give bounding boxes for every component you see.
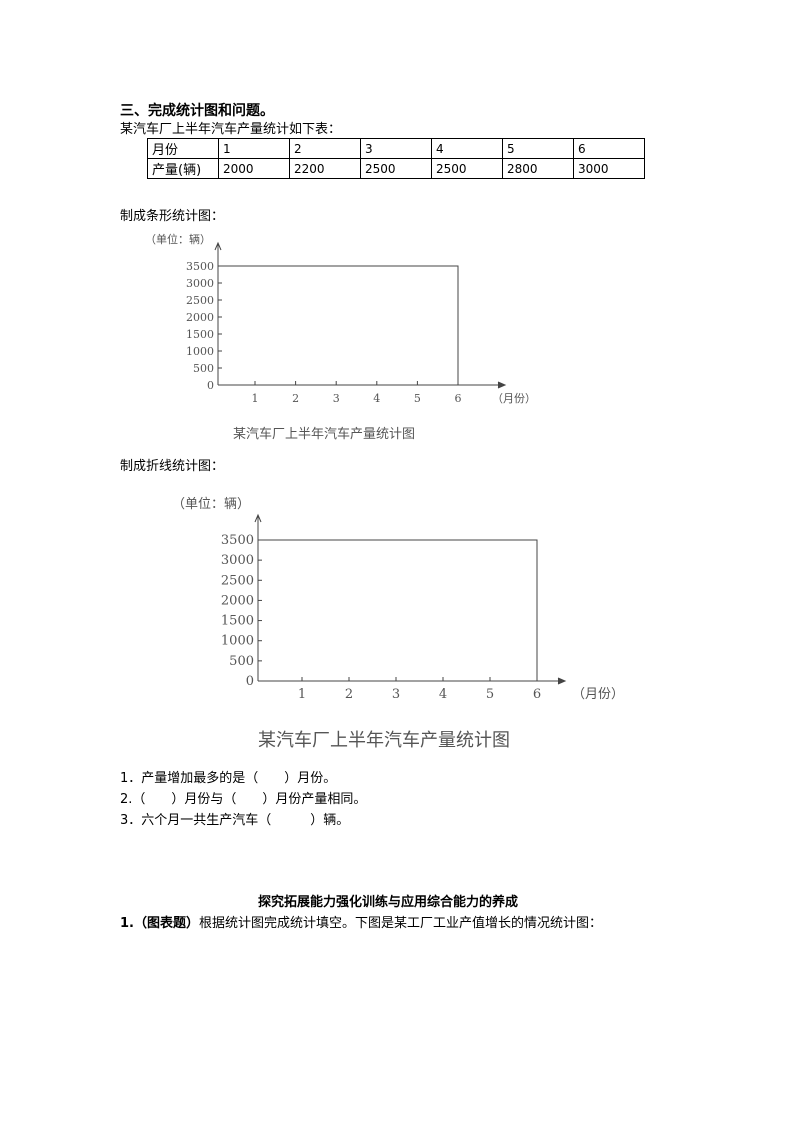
- x-tick-label: 3: [333, 392, 340, 405]
- y-axis-unit: （单位：辆）: [145, 232, 211, 246]
- x-tick-label: 3: [392, 687, 400, 702]
- y-axis-arrow-icon: [254, 513, 262, 523]
- chart-frame: [218, 265, 459, 385]
- y-tick-label: 3500: [186, 260, 214, 273]
- y-tick-label: 2000: [221, 593, 254, 608]
- q2-text: 根据统计图完成统计填空。下图是某工厂工业产值增长的情况统计图：: [198, 916, 602, 931]
- y-tick-label: 2500: [221, 573, 254, 588]
- chart-caption: 某汽车厂上半年汽车产量统计图: [233, 426, 415, 442]
- question-1: 1．产量增加最多的是（ ）月份。: [120, 771, 337, 786]
- production-table: 月份 1 2 3 4 5 6 产量(辆) 2000 2200 2500 2500…: [147, 138, 645, 179]
- q2-prefix: 1.（图表题）: [120, 916, 199, 931]
- x-axis-unit: （月份）: [572, 687, 624, 702]
- x-tick-label: 2: [292, 392, 299, 405]
- section2-title: 探究拓展能力强化训练与应用综合能力的养成: [258, 895, 519, 910]
- y-axis-arrow-icon: [214, 241, 222, 251]
- table-row: 产量(辆) 2000 2200 2500 2500 2800 3000: [147, 158, 645, 179]
- x-axis-arrow-icon: [557, 677, 567, 685]
- y-axis-unit: （单位：辆）: [172, 497, 250, 512]
- table-row-label: 产量(辆): [147, 158, 219, 179]
- y-tick-label: 0: [207, 379, 214, 392]
- x-tick-label: 1: [298, 687, 306, 702]
- table-cell: 2500: [360, 158, 432, 179]
- y-tick-label: 500: [229, 654, 254, 669]
- table-cell: 2000: [218, 158, 290, 179]
- question-2: 2.（ ）月份与（ ）月份产量相同。: [120, 792, 367, 807]
- y-tick-label: 2500: [186, 294, 214, 307]
- chart-caption: 某汽车厂上半年汽车产量统计图: [258, 730, 510, 751]
- table-cell: 2500: [431, 158, 503, 179]
- x-tick-label: 4: [373, 392, 380, 405]
- x-tick-label: 2: [345, 687, 353, 702]
- section-title: 三、完成统计图和问题。: [120, 103, 274, 119]
- y-tick-label: 3000: [221, 553, 254, 568]
- table-row: 月份 1 2 3 4 5 6: [147, 138, 645, 159]
- x-tick-label: 5: [486, 687, 494, 702]
- x-tick-label: 6: [455, 392, 462, 405]
- y-tick-label: 1000: [221, 634, 254, 649]
- y-tick-label: 0: [246, 674, 254, 689]
- x-tick-label: 1: [252, 392, 259, 405]
- question-3: 3．六个月一共生产汽车（ ）辆。: [120, 813, 350, 828]
- x-tick-label: 4: [439, 687, 447, 702]
- intro-text: 某汽车厂上半年汽车产量统计如下表：: [120, 122, 342, 137]
- table-cell: 2800: [502, 158, 574, 179]
- x-tick-label: 5: [414, 392, 421, 405]
- x-axis-unit: （月份）: [492, 392, 536, 405]
- x-axis-arrow-icon: [497, 381, 507, 389]
- y-tick-label: 1500: [186, 328, 214, 341]
- x-tick-label: 6: [533, 687, 541, 702]
- table-cell: 3000: [573, 158, 645, 179]
- y-tick-label: 2000: [186, 311, 214, 324]
- line-chart-label: 制成折线统计图：: [120, 459, 225, 474]
- y-tick-label: 500: [193, 362, 214, 375]
- y-tick-label: 3000: [186, 277, 214, 290]
- y-tick-label: 1000: [186, 345, 214, 358]
- bar-chart-label: 制成条形统计图：: [120, 209, 225, 224]
- y-tick-label: 3500: [221, 533, 254, 548]
- y-tick-label: 1500: [221, 614, 254, 629]
- chart-frame: [258, 539, 538, 681]
